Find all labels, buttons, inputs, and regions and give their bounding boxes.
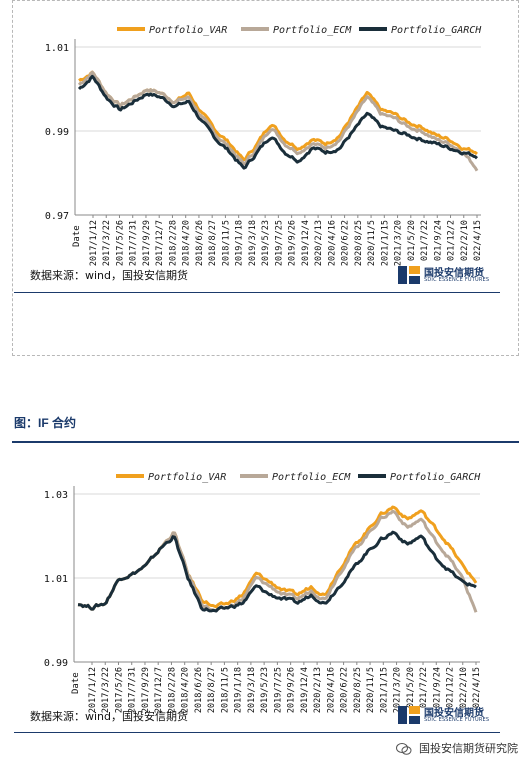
x-tick-label-15: 2019/9/26	[288, 220, 298, 266]
logo-en: SDIC ESSENCE FUTURES	[424, 277, 490, 283]
x-axis-title: Date	[71, 672, 81, 694]
watermark-text: 国投安信期货研究院	[419, 742, 518, 755]
x-tick-label-11: 2019/1/18	[235, 220, 245, 266]
wechat-icon	[395, 743, 411, 755]
x-tick-label-6: 2018/2/28	[167, 667, 177, 713]
y-tick-label-1: 1.01	[44, 574, 68, 585]
x-tick-label-22: 2021/1/15	[380, 220, 390, 266]
x-tick-label-28: 022/2/10	[460, 220, 470, 261]
x-tick-label-3: 2017/7/31	[129, 220, 139, 266]
x-tick-label-17: 2020/2/13	[314, 220, 324, 266]
x-tick-label-12: 2019/3/18	[247, 667, 257, 713]
x-tick-label-20: 2020/8/25	[354, 220, 364, 266]
series-line-Portfolio_ECM	[77, 70, 479, 172]
legend-label-2: Portfolio_GARCH	[391, 25, 482, 36]
chart-panel-bottom: Portfolio_VAR Portfolio_ECM Portfolio_GARC…	[12, 408, 519, 762]
logo-bottom: 国投安信期货 SDIC ESSENCE FUTURES	[398, 704, 508, 726]
x-tick-label-17: 2020/2/13	[313, 667, 323, 713]
x-tick-label-12: 2019/3/18	[248, 220, 258, 266]
x-tick-label-21: 2020/11/5	[366, 667, 376, 713]
x-tick-label-26: 021/9/24	[433, 220, 443, 261]
x-tick-label-8: 2018/6/26	[195, 220, 205, 266]
chart-panel-top: Portfolio_VAR Portfolio_ECM Portfolio_GARC…	[12, 0, 519, 356]
x-tick-label-1: 2017/3/22	[101, 667, 111, 713]
x-tick-label-7: 2018/4/20	[182, 220, 192, 266]
source-rule-top	[14, 292, 500, 293]
legend-label-0: Portfolio_VAR	[149, 25, 227, 36]
x-tick-label-2: 2017/5/26	[114, 667, 124, 713]
x-tick-label-14: 2019/7/25	[273, 667, 283, 713]
x-tick-label-24: 021/5/20	[406, 667, 416, 708]
y-tick-label-0: 0.97	[45, 211, 69, 222]
x-tick-label-27: 021/12/2	[446, 667, 456, 708]
source-note-top: 数据来源：wind，国投安信期货	[30, 269, 189, 282]
x-tick-label-18: 2020/4/16	[326, 667, 336, 713]
x-tick-label-9: 2018/8/27	[208, 220, 218, 266]
x-tick-label-10: 2018/11/5	[220, 667, 230, 713]
x-tick-label-15: 2019/9/26	[287, 667, 297, 713]
y-tick-label-2: 1.01	[45, 43, 69, 54]
figure-caption: 图：IF 合约	[14, 416, 76, 430]
source-rule-bottom	[14, 732, 500, 733]
x-tick-label-16: 2019/12/4	[300, 667, 310, 713]
x-tick-label-8: 2018/6/26	[194, 667, 204, 713]
x-tick-label-11: 2019/1/18	[234, 667, 244, 713]
x-tick-label-20: 2020/8/25	[353, 667, 363, 713]
sdic-logo-icon	[398, 266, 420, 284]
x-tick-label-29: 022/4/15	[473, 220, 483, 261]
x-tick-label-26: 021/9/24	[432, 667, 442, 708]
x-tick-label-3: 2017/7/31	[128, 667, 138, 713]
source-note-bottom: 数据来源：wind，国投安信期货	[30, 710, 189, 723]
x-tick-label-4: 2017/9/29	[142, 220, 152, 266]
x-tick-label-5: 2017/12/7	[154, 667, 164, 713]
logo-cn: 国投安信期货	[424, 268, 484, 279]
logo-cn: 国投安信期货	[424, 708, 484, 719]
x-tick-label-13: 2019/5/23	[261, 220, 271, 266]
x-tick-label-19: 2020/6/22	[340, 667, 350, 713]
x-tick-label-23: 2021/3/20	[394, 220, 404, 266]
x-tick-label-14: 2019/7/25	[274, 220, 284, 266]
x-tick-label-25: 021/7/22	[420, 220, 430, 261]
y-tick-label-0: 0.99	[44, 658, 68, 669]
x-tick-label-16: 2019/12/4	[301, 220, 311, 266]
logo-top: 国投安信期货 SDIC ESSENCE FUTURES	[398, 264, 508, 286]
legend-label-0: Portfolio_VAR	[148, 472, 226, 483]
x-tick-label-2: 2017/5/26	[115, 220, 125, 266]
sdic-logo-icon	[398, 706, 420, 724]
watermark: 国投安信期货研究院	[395, 740, 518, 756]
x-tick-label-7: 2018/4/20	[181, 667, 191, 713]
series-line-Portfolio_GARCH	[77, 530, 477, 613]
chart-bottom: Portfolio_VAR Portfolio_ECM Portfolio_GARC…	[44, 472, 482, 713]
x-tick-label-29: 022/4/15	[472, 667, 482, 708]
x-tick-label-6: 2018/2/28	[168, 220, 178, 266]
y-tick-label-2: 1.03	[44, 490, 68, 501]
x-tick-label-0: 2017/1/12	[89, 220, 99, 266]
x-tick-label-27: 021/12/2	[447, 220, 457, 261]
x-tick-label-13: 2019/5/23	[260, 667, 270, 713]
y-tick-label-1: 0.99	[45, 127, 69, 138]
x-tick-label-4: 2017/9/29	[141, 667, 151, 713]
x-tick-label-22: 2021/1/15	[379, 667, 389, 713]
legend-label-1: Portfolio_ECM	[273, 25, 352, 36]
x-tick-label-23: 2021/3/20	[393, 667, 403, 713]
x-tick-label-25: 021/7/22	[419, 667, 429, 708]
x-tick-label-24: 021/5/20	[407, 220, 417, 261]
series-line-Portfolio_GARCH	[77, 74, 478, 170]
x-tick-label-28: 022/2/10	[459, 667, 469, 708]
caption-rule	[12, 441, 519, 443]
x-tick-label-1: 2017/3/22	[102, 220, 112, 266]
legend-label-2: Portfolio_GARCH	[390, 472, 481, 483]
x-axis-title: Date	[72, 225, 82, 247]
chart-top: Portfolio_VAR Portfolio_ECM Portfolio_GARC…	[45, 25, 483, 266]
x-tick-label-9: 2018/8/27	[207, 667, 217, 713]
x-tick-label-0: 2017/1/12	[88, 667, 98, 713]
x-tick-label-10: 2018/11/5	[221, 220, 231, 266]
x-tick-label-5: 2017/12/7	[155, 220, 165, 266]
x-tick-label-19: 2020/6/22	[341, 220, 351, 266]
logo-en: SDIC ESSENCE FUTURES	[424, 717, 490, 723]
x-tick-label-21: 2020/11/5	[367, 220, 377, 266]
legend-label-1: Portfolio_ECM	[272, 472, 351, 483]
x-tick-label-18: 2020/4/16	[327, 220, 337, 266]
